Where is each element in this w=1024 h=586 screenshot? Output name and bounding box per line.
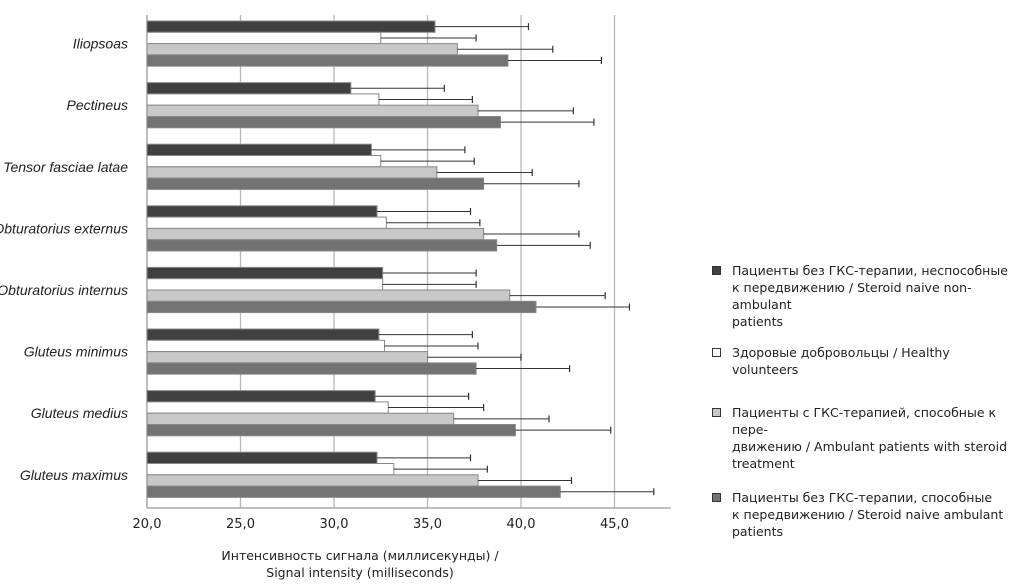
bar (146, 266, 384, 280)
category-label: Obturatorius internus (0, 282, 128, 298)
bar (146, 278, 384, 291)
bar (146, 93, 380, 106)
bar (146, 54, 509, 67)
bar (146, 362, 477, 375)
legend-label: Пациенты без ГКС-терапии, неспособные (732, 263, 1008, 278)
bar (146, 463, 395, 476)
bar (146, 474, 479, 487)
x-tick-label: 35,0 (413, 517, 442, 532)
x-tick-label: 45,0 (600, 517, 629, 532)
bar (146, 401, 389, 414)
bar (146, 351, 428, 364)
category-label: Pectineus (67, 97, 128, 113)
bar (146, 424, 516, 437)
bar (146, 31, 382, 45)
bar (146, 143, 372, 156)
category-label: Tensor fasciae latae (3, 159, 128, 175)
category-label: Gluteus maximus (20, 467, 128, 483)
legend-item: Пациенты без ГКС-терапии, способные к пер… (712, 489, 1012, 540)
bar (146, 451, 378, 465)
legend-item: Пациенты без ГКС-терапии, неспособные к п… (712, 262, 1012, 330)
category-label: Obturatorius externus (0, 220, 128, 236)
x-tick-label: 20,0 (133, 517, 162, 532)
bar (146, 155, 382, 168)
legend-label: к передвижению / Steroid naive non-ambul… (732, 280, 972, 312)
bar (146, 104, 479, 117)
legend-swatch (712, 408, 721, 417)
category-label: Gluteus medius (31, 405, 128, 421)
bar (146, 205, 378, 218)
bar (146, 82, 352, 95)
bar (146, 216, 387, 229)
bar (146, 227, 485, 241)
bar (146, 177, 485, 190)
bar (146, 166, 438, 179)
x-axis-label: Signal intensity (milliseconds) (266, 565, 453, 580)
x-tick-label: 25,0 (226, 517, 255, 532)
legend-item: Пациенты с ГКС-терапией, способные к пер… (712, 404, 1012, 472)
x-tick-label: 30,0 (320, 517, 349, 532)
legend-label: patients (732, 314, 783, 329)
x-tick-label: 40,0 (507, 517, 536, 532)
legend-swatch (712, 493, 721, 502)
legend-label: Пациенты с ГКС-терапией, способные к пер… (732, 405, 997, 437)
bar (146, 300, 537, 314)
legend-item: Здоровые добровольцы / Healthy volunteer… (712, 344, 1012, 378)
bar (146, 20, 436, 33)
x-axis-label: Интенсивность сигнала (миллисекунды) / (221, 548, 499, 563)
bar (146, 328, 380, 341)
bar (146, 239, 498, 252)
bar (146, 390, 376, 403)
legend-label: Пациенты без ГКС-терапии, способные (732, 490, 993, 505)
category-label: Gluteus minimus (24, 344, 128, 360)
bar (146, 116, 501, 129)
legend-label: к передвижению / Steroid naive ambulant (732, 507, 1004, 522)
bar (146, 485, 561, 498)
legend-swatch (712, 266, 721, 275)
bar (146, 339, 385, 353)
legend-label: Здоровые добровольцы / Healthy volunteer… (732, 345, 950, 377)
bar (146, 412, 455, 426)
legend-label: patients (732, 524, 783, 539)
bar (146, 289, 511, 302)
legend-label: движению / Ambulant patients with steroi… (732, 439, 1008, 454)
category-label: Iliopsoas (73, 36, 128, 52)
legend-swatch (712, 348, 721, 357)
bar (146, 43, 458, 56)
legend-label: treatment (732, 456, 795, 471)
